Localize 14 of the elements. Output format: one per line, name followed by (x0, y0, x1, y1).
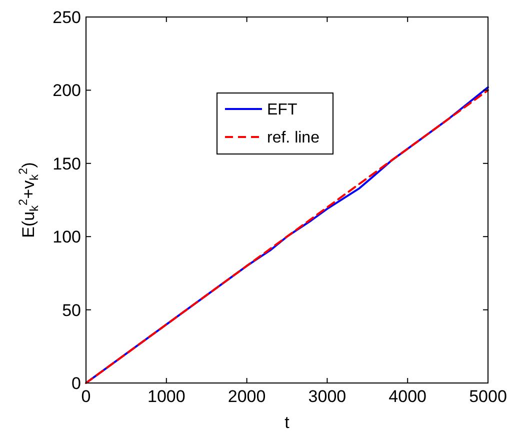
y-tick-label: 50 (62, 300, 81, 320)
y-tick-label: 200 (52, 81, 81, 100)
x-axis-title: t (284, 413, 290, 432)
x-tick-label: 1000 (147, 387, 186, 406)
y-tick-label: 250 (52, 8, 81, 27)
y-tick-label: 150 (52, 154, 81, 174)
x-tick-label: 4000 (388, 387, 427, 406)
y-tick-label: 0 (72, 374, 81, 393)
legend-label: EFT (267, 102, 298, 119)
x-tick-label: 3000 (308, 387, 346, 406)
x-tick-label: 5000 (469, 387, 507, 406)
y-tick-label: 100 (52, 228, 81, 247)
x-tick-label: 2000 (228, 387, 266, 406)
legend-label: ref. line (267, 130, 320, 147)
